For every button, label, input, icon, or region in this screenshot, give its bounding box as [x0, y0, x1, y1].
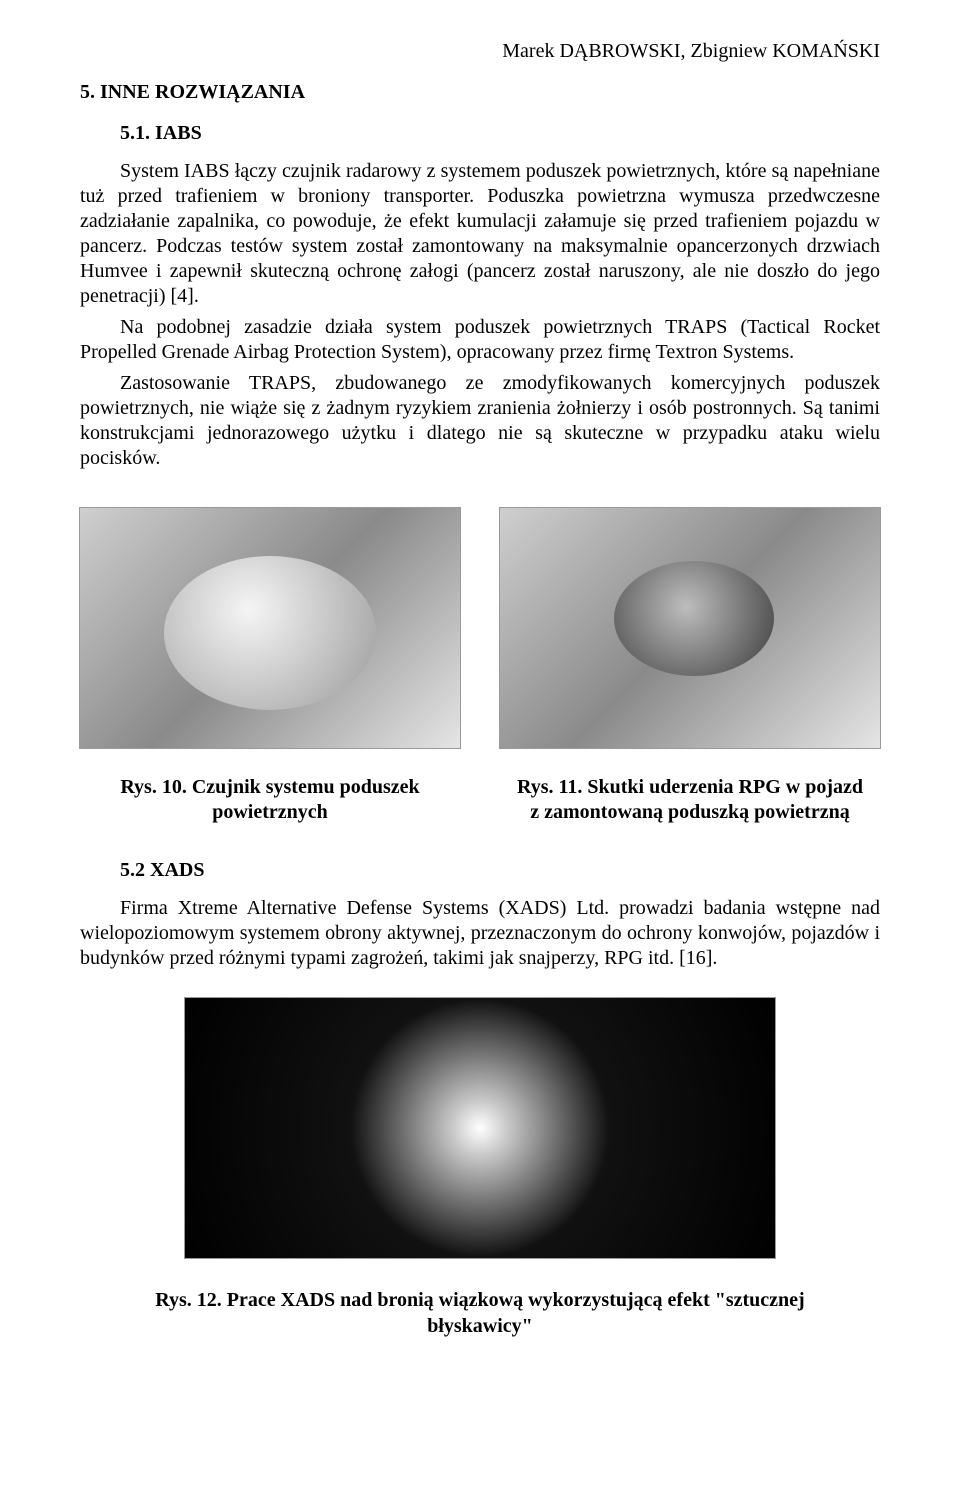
subsection-51-title: 5.1. IABS — [120, 122, 880, 145]
paragraph: Na podobnej zasadzie działa system podus… — [80, 315, 880, 365]
caption-line: błyskawicy" — [427, 1315, 533, 1337]
figure-12-caption: Rys. 12. Prace XADS nad bronią wiązkową … — [80, 1287, 880, 1339]
figure-11-image — [499, 507, 881, 749]
figure-11 — [500, 507, 880, 749]
page-container: Marek DĄBROWSKI, Zbigniew KOMAŃSKI 5. IN… — [0, 0, 960, 1399]
figure-10-image — [79, 507, 461, 749]
caption-line: powietrznych — [212, 801, 328, 823]
paragraph: System IABS łączy czujnik radarowy z sys… — [80, 159, 880, 309]
figure-12-wrap — [80, 997, 880, 1259]
section-title: 5. INNE ROZWIĄZANIA — [80, 81, 880, 104]
caption-row: Rys. 10. Czujnik systemu poduszek powiet… — [80, 775, 880, 825]
caption-line: Rys. 12. Prace XADS nad bronią wiązkową … — [155, 1289, 804, 1311]
figure-12-image — [184, 997, 776, 1259]
figure-11-caption: Rys. 11. Skutki uderzenia RPG w pojazd z… — [500, 775, 880, 825]
caption-line: Rys. 11. Skutki uderzenia RPG w pojazd — [517, 776, 863, 798]
caption-line: z zamontowaną poduszką powietrzną — [530, 801, 849, 823]
figure-10-caption: Rys. 10. Czujnik systemu poduszek powiet… — [80, 775, 460, 825]
figure-10 — [80, 507, 460, 749]
paragraph: Zastosowanie TRAPS, zbudowanego ze zmody… — [80, 371, 880, 471]
figure-row — [80, 507, 880, 749]
author-line: Marek DĄBROWSKI, Zbigniew KOMAŃSKI — [80, 40, 880, 63]
subsection-52-title: 5.2 XADS — [120, 859, 880, 882]
paragraph: Firma Xtreme Alternative Defense Systems… — [80, 896, 880, 971]
caption-line: Rys. 10. Czujnik systemu poduszek — [120, 776, 419, 798]
